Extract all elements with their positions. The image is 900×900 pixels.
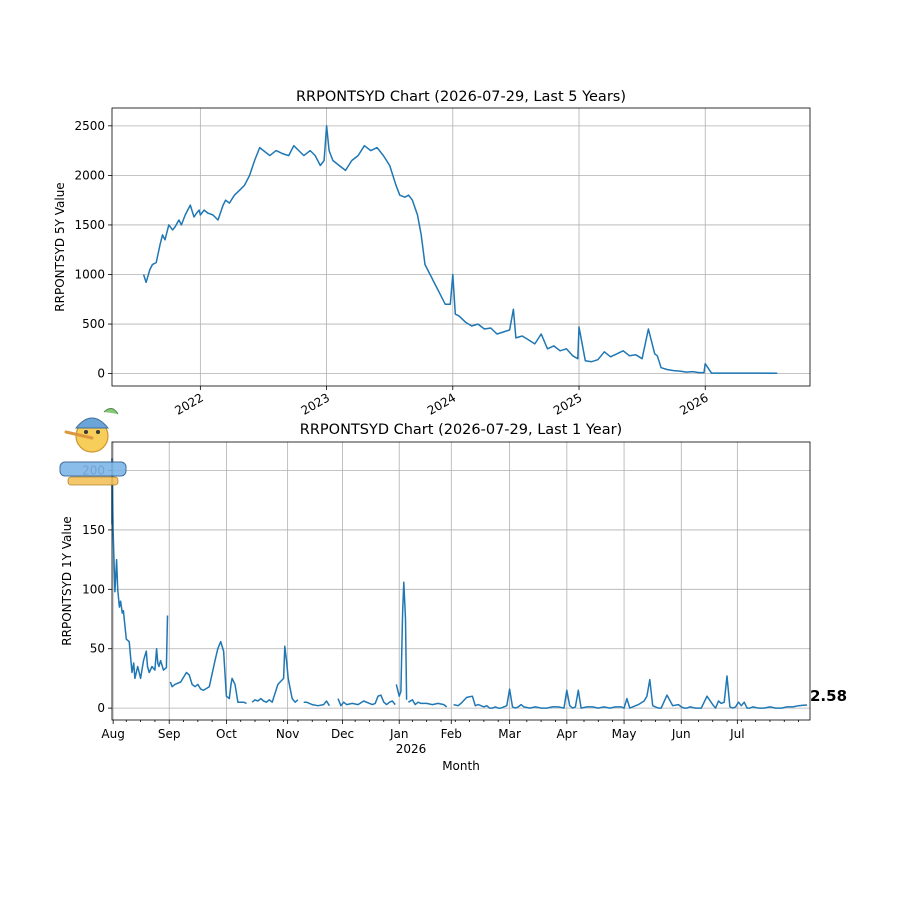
series-line: [453, 675, 808, 709]
y-tick-label: 0: [97, 367, 105, 381]
x-tick-label: Jul: [729, 727, 744, 741]
chart-title-5y: RRPONTSYD Chart (2026-07-29, Last 5 Year…: [296, 89, 626, 105]
plot-frame-1y: [111, 441, 811, 721]
x-tick-label: 2023: [299, 390, 332, 417]
y-tick-label: 100: [82, 582, 105, 596]
series-line: [408, 699, 448, 708]
x-tick-label: Oct: [216, 727, 237, 741]
y-axis-label-1y: RRPONTSYD 1Y Value: [60, 516, 74, 645]
x-tick-label: 2022: [172, 390, 205, 417]
series-line: [395, 581, 408, 700]
y-tick-label: 150: [82, 523, 105, 537]
x-tick-label: Mar: [498, 727, 521, 741]
series-line: [111, 457, 169, 680]
series-5y: [142, 125, 778, 375]
y-tick-label: 50: [90, 642, 105, 656]
y-ticks-5y: 0 500 1000 1500 2000 2500: [74, 119, 112, 381]
grid-1y: [112, 442, 810, 720]
x-tick-label: Aug: [101, 727, 124, 741]
x-tick-label: Jun: [671, 727, 691, 741]
y-tick-label: 500: [82, 317, 105, 331]
series-line: [169, 640, 247, 705]
series-line: [337, 694, 396, 707]
x-axis-label-1y: Month: [442, 759, 480, 773]
x-tick-label: 2026: [677, 390, 710, 417]
y-tick-label: 2500: [74, 119, 105, 133]
chart-title-1y: RRPONTSYD Chart (2026-07-29, Last 1 Year…: [300, 422, 622, 438]
x-tick-label: Sep: [158, 727, 181, 741]
series-line: [303, 700, 331, 707]
series-1y: [111, 457, 808, 709]
x-tick-label: Dec: [331, 727, 354, 741]
x-ticks-1y: Aug Sep Oct Nov Dec Jan Feb Mar Apr May Jun Jul: [101, 720, 799, 741]
x-tick-label: 2024: [425, 390, 458, 417]
series-line: [142, 125, 778, 375]
x-ticks-5y: 2022 2023 2024 2025 2026: [172, 386, 711, 418]
x-tick-label: 2025: [551, 390, 584, 417]
x-tick-label: Apr: [556, 727, 577, 741]
plot-frame-5y: [111, 107, 811, 387]
y-axis-label-5y: RRPONTSYD 5Y Value: [53, 182, 67, 311]
x-tick-label: May: [612, 727, 637, 741]
y-tick-label: 1000: [74, 268, 105, 282]
year-label: 2026: [396, 742, 427, 756]
x-tick-label: Jan: [389, 727, 409, 741]
x-tick-label: Feb: [441, 727, 462, 741]
last-value-label: 2.58: [810, 687, 847, 705]
x-tick-label: Nov: [276, 727, 299, 741]
mascot-logo: [59, 408, 127, 486]
one-year-chart: RRPONTSYD Chart (2026-07-29, Last 1 Year…: [60, 422, 847, 773]
grid-5y: [112, 108, 810, 386]
y-tick-label: 0: [97, 701, 105, 715]
y-tick-label: 1500: [74, 218, 105, 232]
series-line: [251, 645, 299, 703]
y-tick-label: 2000: [74, 168, 105, 182]
five-year-chart: RRPONTSYD Chart (2026-07-29, Last 5 Year…: [53, 89, 811, 418]
y-ticks-1y: 050100150200: [82, 464, 112, 715]
